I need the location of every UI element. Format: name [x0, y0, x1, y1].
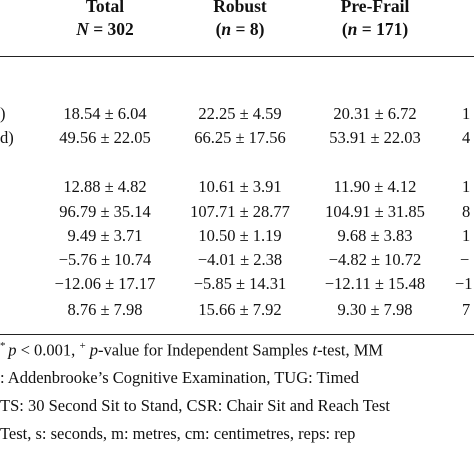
cell: 1 [462, 226, 471, 245]
cell: 96.79 ± 35.14 [59, 202, 151, 221]
cell: 49.56 ± 22.05 [59, 128, 151, 147]
cell: 11.90 ± 4.12 [333, 177, 417, 196]
header-robust: Robust (n = 8) [185, 0, 295, 40]
cell: 12.88 ± 4.82 [63, 177, 147, 196]
cell: 15.66 ± 7.92 [198, 300, 282, 319]
cell: 107.71 ± 28.77 [190, 202, 290, 221]
cell: 20.31 ± 6.72 [333, 104, 417, 123]
cell: 22.25 ± 4.59 [198, 104, 282, 123]
header-robust-name: Robust [213, 0, 267, 16]
header-robust-n: (n = 8) [215, 19, 265, 39]
cell: 18.54 ± 6.04 [63, 104, 147, 123]
cell: 9.68 ± 3.83 [337, 226, 413, 245]
bottom-rule [0, 334, 474, 336]
cell: −5.85 ± 14.31 [193, 274, 287, 293]
cell: 4 [462, 128, 471, 147]
cell: −4.82 ± 10.72 [328, 250, 422, 269]
cell: 10.61 ± 3.91 [198, 177, 282, 196]
header-prefrail-n: (n = 171) [341, 19, 409, 39]
cell: 104.91 ± 31.85 [325, 202, 425, 221]
cell: −1 [455, 274, 473, 293]
header-rule [0, 56, 474, 58]
row-label-partial: d) [0, 128, 14, 147]
footnote-line-3: TS: 30 Second Sit to Stand, CSR: Chair S… [0, 396, 390, 415]
cell: 66.25 ± 17.56 [194, 128, 286, 147]
footnote-line-2: : Addenbrooke’s Cognitive Examination, T… [0, 368, 360, 387]
cell: 10.50 ± 1.19 [198, 226, 282, 245]
cell: 1 [462, 104, 471, 123]
header-total-n: N = 302 [76, 19, 134, 39]
cell: 8 [462, 202, 471, 221]
footnote-line-4: Test, s: seconds, m: metres, cm: centime… [0, 424, 356, 443]
cell: −4.01 ± 2.38 [197, 250, 283, 269]
cell: − [460, 250, 470, 269]
header-total: Total N = 302 [45, 0, 165, 40]
cell: 53.91 ± 22.03 [329, 128, 421, 147]
cell: −12.06 ± 17.17 [54, 274, 156, 293]
cell: 9.49 ± 3.71 [67, 226, 143, 245]
header-prefrail-name: Pre-Frail [340, 0, 410, 16]
row-label-partial: ) [0, 104, 6, 123]
header-total-name: Total [85, 0, 125, 16]
cell: 7 [462, 300, 471, 319]
cell: −5.76 ± 10.74 [58, 250, 152, 269]
cell: 8.76 ± 7.98 [67, 300, 143, 319]
cell: 1 [462, 177, 471, 196]
header-prefrail: Pre-Frail (n = 171) [310, 0, 440, 40]
cell: −12.11 ± 15.48 [324, 274, 426, 293]
footnote-line-1: * p < 0.001, + p-value for Independent S… [0, 340, 384, 360]
cell: 9.30 ± 7.98 [337, 300, 413, 319]
